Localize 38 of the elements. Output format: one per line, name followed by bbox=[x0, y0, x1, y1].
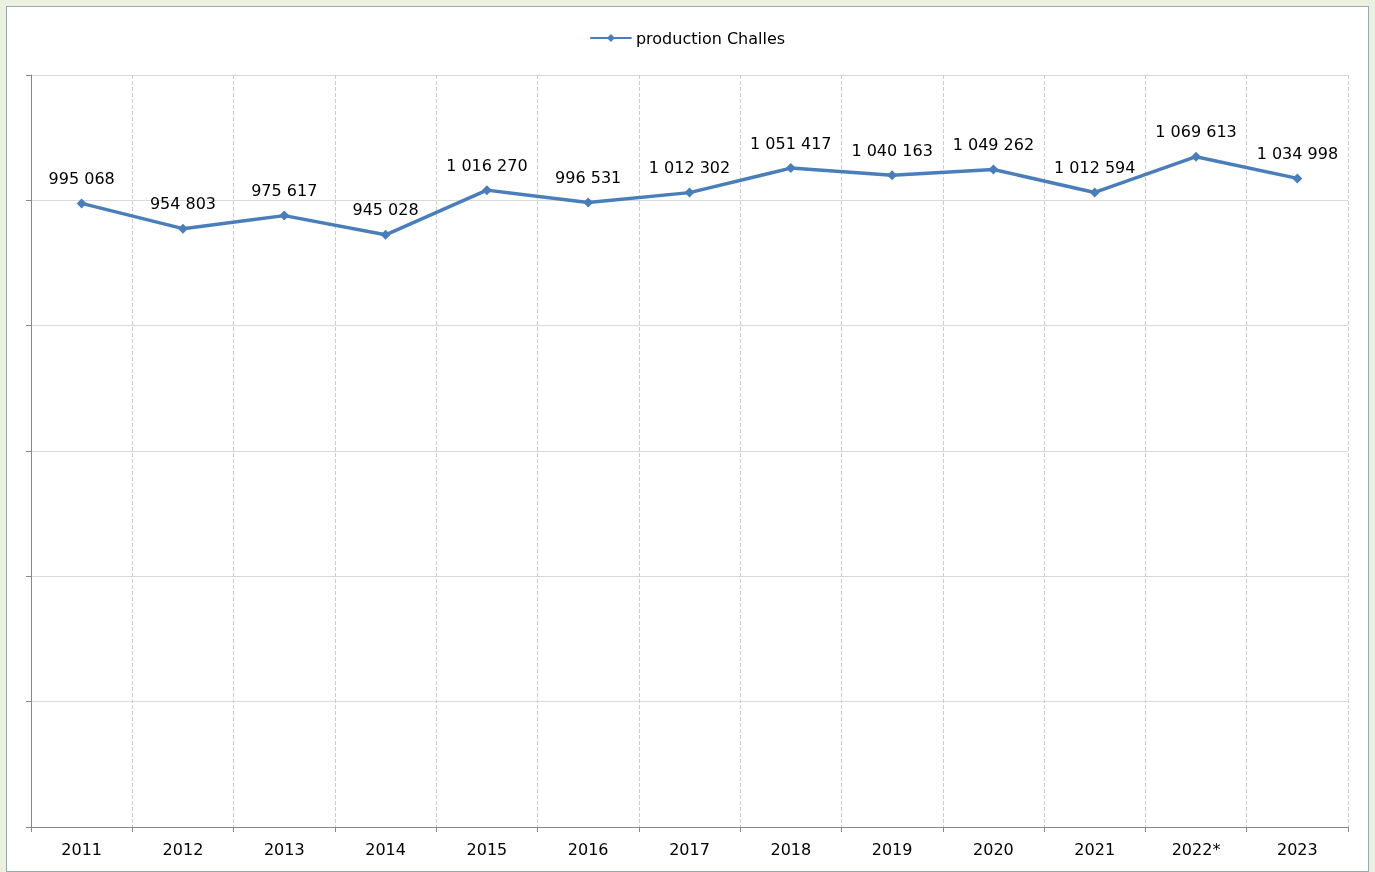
point bbox=[1089, 187, 1100, 198]
x-tick-label: 2019 bbox=[871, 839, 913, 859]
data-label: 1 069 613 bbox=[1155, 122, 1237, 142]
data-label: 1 034 998 bbox=[1256, 143, 1339, 163]
data-label: 1 016 270 bbox=[446, 155, 528, 175]
data-label: 1 049 262 bbox=[952, 134, 1035, 154]
data-label: 996 531 bbox=[555, 168, 622, 188]
point bbox=[177, 223, 188, 234]
x-tick-label: 2018 bbox=[770, 839, 812, 859]
data-label: 1 012 302 bbox=[648, 158, 731, 178]
point bbox=[279, 210, 290, 221]
data-label: 954 803 bbox=[149, 194, 217, 214]
point bbox=[1292, 173, 1303, 184]
x-tick-label: 2021 bbox=[1074, 839, 1116, 859]
point bbox=[481, 185, 492, 196]
data-label: 1 040 163 bbox=[851, 140, 933, 160]
data-label: 975 617 bbox=[251, 181, 318, 201]
point bbox=[380, 229, 391, 240]
x-tick-label: 2015 bbox=[466, 839, 508, 859]
x-tick-label: 2013 bbox=[263, 839, 305, 859]
point bbox=[1191, 151, 1202, 162]
x-tick-label: 2020 bbox=[973, 839, 1014, 859]
data-label: 995 068 bbox=[48, 168, 115, 188]
point bbox=[583, 197, 594, 208]
data-label: 1 051 417 bbox=[750, 133, 832, 153]
x-tick-label: 2023 bbox=[1276, 839, 1318, 859]
point bbox=[785, 163, 796, 174]
point bbox=[76, 198, 87, 209]
data-label: 945 028 bbox=[352, 200, 419, 220]
x-tick-label: 2014 bbox=[365, 839, 406, 859]
x-tick-label: 2011 bbox=[61, 839, 103, 859]
data-label: 1 012 594 bbox=[1054, 157, 1136, 177]
x-tick-label: 2017 bbox=[669, 839, 710, 859]
legend-label: production Challes bbox=[635, 28, 786, 48]
x-tick-label: 2012 bbox=[162, 839, 204, 859]
point bbox=[684, 187, 695, 198]
x-tick-label: 2016 bbox=[567, 839, 609, 859]
x-tick-label: 2022* bbox=[1171, 839, 1221, 859]
